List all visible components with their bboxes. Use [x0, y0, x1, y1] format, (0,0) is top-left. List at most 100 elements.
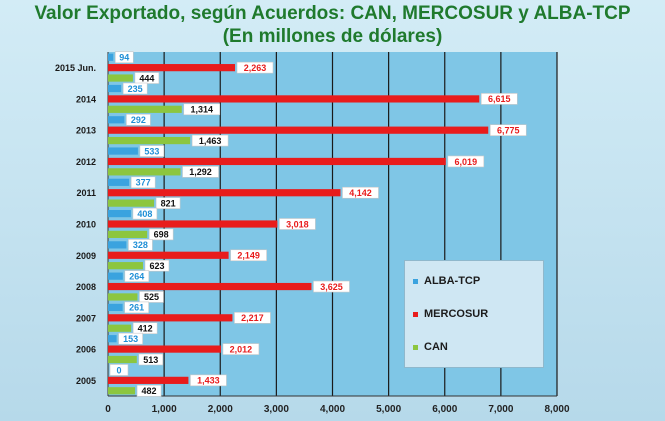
x-tick-label: 6,000: [432, 404, 457, 415]
data-label: 1,314: [190, 105, 213, 115]
legend-swatch-alba: [413, 278, 418, 284]
data-label: 821: [161, 198, 176, 208]
bar-mercosur: [108, 189, 341, 197]
data-label-box: [109, 364, 129, 376]
data-label-box: [138, 353, 164, 366]
bar-can: [108, 199, 155, 207]
data-label: 1,292: [189, 167, 212, 177]
data-label: 4,142: [349, 188, 372, 198]
data-label-box: [222, 343, 260, 355]
data-label-box: [191, 134, 229, 147]
data-label-box: [447, 155, 485, 168]
bar-mercosur: [108, 64, 236, 72]
legend-swatch-can: [413, 344, 418, 350]
bar-alba-tcp: [108, 147, 138, 155]
bar-mercosur: [108, 157, 446, 166]
bar-mercosur: [108, 126, 489, 134]
bar-mercosur: [108, 251, 229, 259]
data-label-box: [155, 197, 181, 209]
data-label: 444: [139, 73, 154, 83]
chart-title-line2: (En millones de dólares): [222, 26, 443, 47]
bar-alba-tcp: [108, 241, 127, 249]
legend-label-can: CAN: [424, 341, 448, 353]
data-label: 153: [123, 334, 138, 344]
data-label: 482: [142, 386, 157, 396]
bar-alba-tcp: [108, 272, 123, 280]
data-label-box: [124, 270, 150, 282]
data-label-box: [124, 301, 149, 314]
legend-swatch-mercosur: [413, 311, 418, 317]
bar-can: [108, 105, 182, 113]
x-tick-label: 3,000: [264, 404, 289, 415]
data-label-box: [480, 93, 518, 105]
category-label: 2006: [76, 345, 96, 355]
data-label-box: [190, 374, 227, 387]
x-tick-label: 7,000: [488, 404, 513, 415]
legend-item-mercosur: MERCOSUR: [413, 308, 488, 320]
x-tick-label: 1,000: [152, 404, 177, 415]
bar-alba-tcp: [108, 303, 123, 312]
legend-item-alba: ALBA-TCP: [413, 275, 480, 287]
data-label: 408: [137, 209, 152, 219]
data-label: 623: [149, 261, 164, 271]
data-label: 412: [138, 324, 153, 334]
bar-alba-tcp: [108, 116, 125, 124]
data-label: 264: [129, 271, 144, 281]
category-label: 2010: [76, 220, 96, 230]
x-tick-label: 0: [105, 404, 111, 415]
bar-mercosur: [108, 220, 278, 228]
data-label-box: [182, 166, 219, 178]
data-label-box: [148, 228, 174, 241]
data-label: 261: [129, 303, 144, 313]
bar-alba-tcp: [108, 178, 130, 186]
data-label: 2,149: [237, 251, 260, 261]
data-label: 513: [143, 355, 158, 365]
data-label-box: [122, 82, 148, 95]
data-label-box: [230, 249, 267, 262]
bar-can: [108, 230, 148, 238]
data-label: 94: [119, 53, 129, 63]
data-label: 2,012: [230, 344, 253, 354]
bar-can: [108, 262, 143, 270]
category-label: 2012: [76, 157, 96, 167]
x-tick-label: 5,000: [376, 404, 401, 415]
data-label-box: [128, 239, 153, 251]
bar-can: [108, 168, 181, 176]
category-label: 2009: [76, 251, 96, 261]
data-label-box: [236, 61, 274, 74]
data-label: 0: [116, 365, 121, 375]
data-label-box: [183, 103, 221, 116]
data-label: 2,217: [241, 313, 264, 323]
bar-mercosur: [108, 345, 221, 353]
chart-legend: ALBA-TCP MERCOSUR CAN: [404, 260, 544, 368]
bar-can: [108, 355, 137, 364]
category-label: 2011: [76, 188, 96, 198]
legend-label-mercosur: MERCOSUR: [424, 308, 489, 320]
legend-item-can: CAN: [413, 341, 448, 353]
category-label: 2014: [76, 94, 96, 104]
x-tick-label: 2,000: [208, 404, 233, 415]
data-label-box: [139, 145, 165, 157]
data-label-box: [313, 280, 350, 293]
data-label-box: [279, 218, 316, 230]
data-label: 3,625: [320, 282, 343, 292]
data-label: 1,463: [199, 136, 222, 146]
data-label-box: [126, 113, 151, 126]
data-label-box: [489, 124, 527, 136]
data-label: 6,615: [488, 94, 511, 104]
bar-alba-tcp: [108, 84, 122, 93]
bar-can: [108, 324, 132, 332]
bar-alba-tcp: [108, 210, 131, 218]
data-label: 698: [154, 230, 169, 240]
data-label: 292: [131, 115, 146, 125]
data-label-box: [130, 176, 156, 189]
data-label-box: [144, 259, 170, 272]
chart-title: Valor Exportado, según Acuerdos: CAN, ME…: [0, 2, 665, 48]
legend-label-alba: ALBA-TCP: [424, 275, 481, 287]
data-label-box: [234, 312, 271, 324]
bar-mercosur: [108, 282, 312, 291]
category-label: 2005: [76, 376, 96, 386]
bar-mercosur: [108, 376, 189, 384]
data-label: 6,019: [455, 157, 478, 167]
